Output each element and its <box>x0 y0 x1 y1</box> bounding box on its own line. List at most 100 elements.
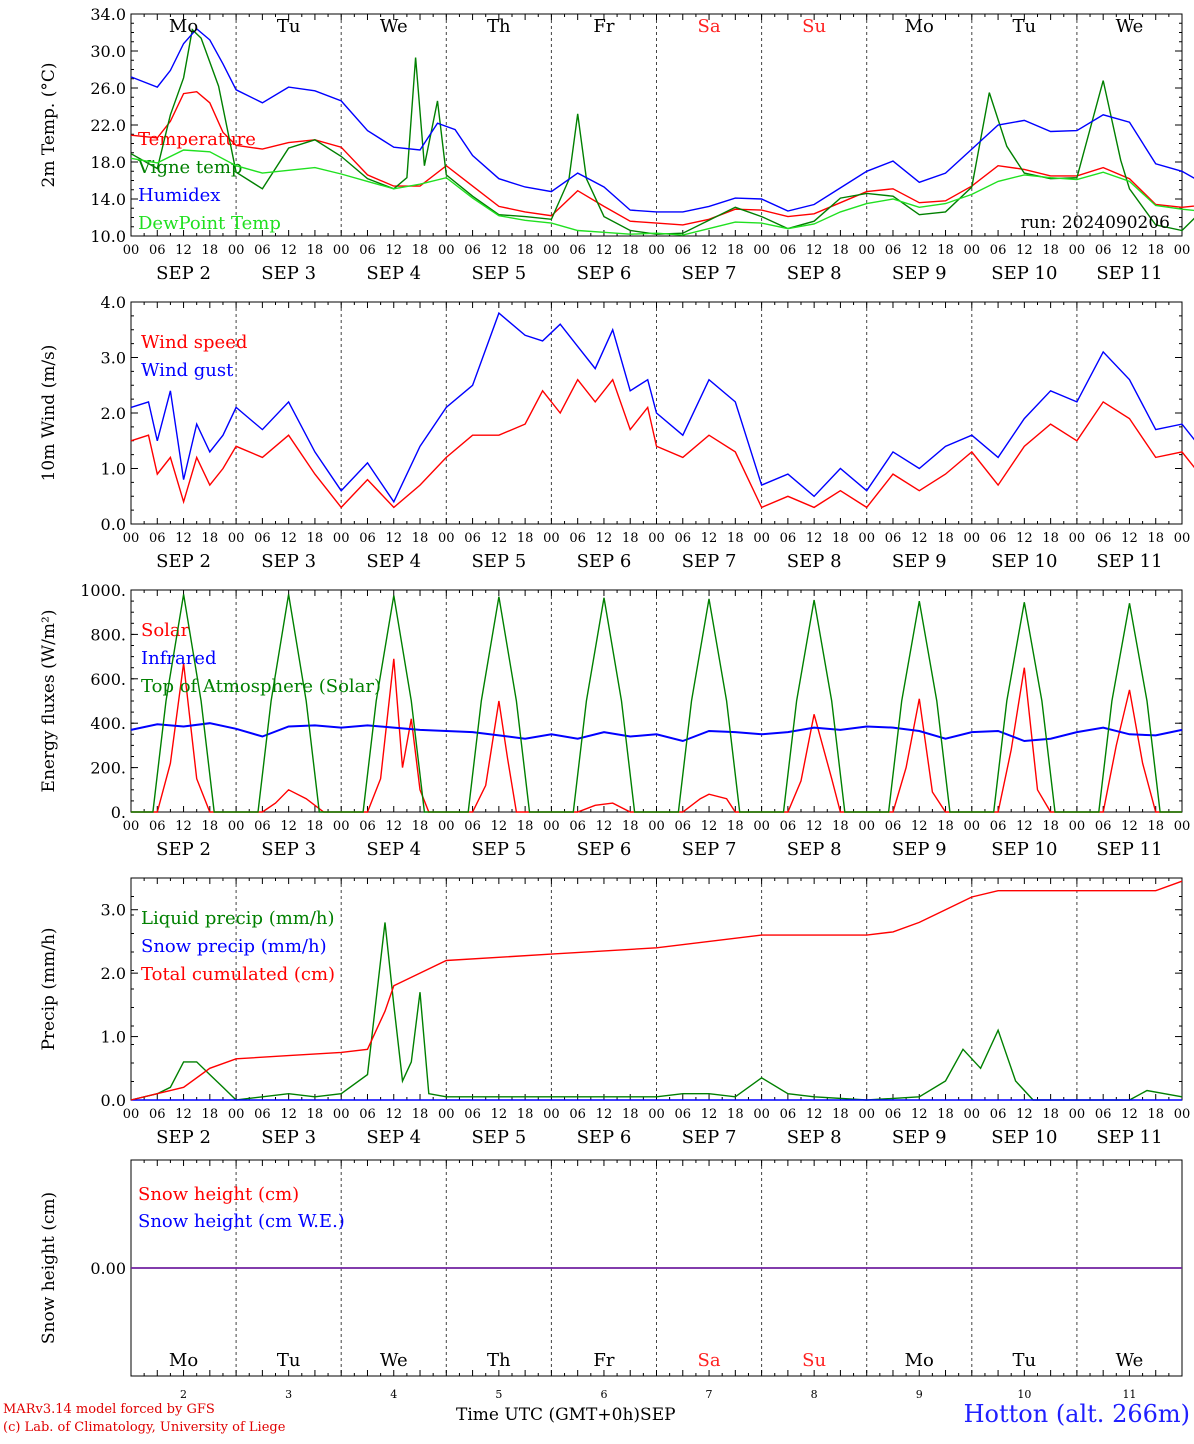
weekday-label: Mo <box>905 1350 934 1371</box>
legend-entry: Humidex <box>138 185 220 206</box>
series-line <box>130 378 1194 509</box>
hour-label: 12 <box>701 1107 718 1122</box>
y-tick-label: 200. <box>90 759 126 778</box>
weekday-label: We <box>1116 1350 1144 1371</box>
weekday-label: Sa <box>698 16 721 37</box>
hour-label: 18 <box>517 819 534 834</box>
hour-label: 00 <box>333 243 350 258</box>
hour-label: 18 <box>832 243 849 258</box>
hour-label: 18 <box>202 819 219 834</box>
hour-label: 18 <box>202 243 219 258</box>
weekday-label: Mo <box>169 1350 198 1371</box>
y-tick-label: 3.0 <box>101 901 126 920</box>
y-tick-label: 10.0 <box>90 227 126 246</box>
hour-label: 12 <box>596 1107 613 1122</box>
hour-label: 00 <box>123 243 140 258</box>
hour-label: 12 <box>806 243 823 258</box>
hour-label: 06 <box>990 243 1007 258</box>
series-line <box>130 90 1194 226</box>
hour-label: 06 <box>569 531 586 546</box>
hour-label: 12 <box>175 243 192 258</box>
hour-label: 00 <box>753 531 770 546</box>
series-line <box>130 880 1183 1101</box>
hour-label: 06 <box>464 531 481 546</box>
hour-label: 00 <box>438 243 455 258</box>
hour-label: 06 <box>1095 1107 1112 1122</box>
day-label: SEP 3 <box>261 839 316 860</box>
day-label: SEP 11 <box>1096 1127 1162 1148</box>
day-label: SEP 5 <box>471 1127 526 1148</box>
hour-label: 00 <box>1069 819 1086 834</box>
hour-label: 12 <box>911 243 928 258</box>
y-tick-label: 14.0 <box>90 190 126 209</box>
hour-label: 06 <box>990 819 1007 834</box>
hour-label: 12 <box>1016 531 1033 546</box>
hour-label: 00 <box>123 1107 140 1122</box>
day-label: SEP 4 <box>366 551 421 572</box>
hour-label: 12 <box>596 243 613 258</box>
weekday-label: We <box>1116 16 1144 37</box>
day-number-label: 11 <box>1122 1388 1136 1401</box>
day-label: SEP 9 <box>892 263 947 284</box>
hour-label: 00 <box>543 531 560 546</box>
hour-label: 00 <box>543 1107 560 1122</box>
hour-label: 18 <box>307 1107 324 1122</box>
day-label: SEP 4 <box>366 839 421 860</box>
hour-label: 18 <box>832 819 849 834</box>
weekday-label: We <box>380 1350 408 1371</box>
hour-label: 06 <box>675 1107 692 1122</box>
day-label: SEP 2 <box>156 551 211 572</box>
day-label: SEP 4 <box>366 1127 421 1148</box>
day-label: SEP 10 <box>991 1127 1057 1148</box>
hour-label: 06 <box>149 243 166 258</box>
day-label: SEP 11 <box>1096 839 1162 860</box>
day-number-label: 4 <box>390 1388 397 1401</box>
hour-label: 00 <box>648 1107 665 1122</box>
legend-entry: Temperature <box>138 129 256 150</box>
hour-label: 12 <box>701 243 718 258</box>
day-label: SEP 7 <box>682 551 737 572</box>
hour-label: 00 <box>228 819 245 834</box>
day-label: SEP 5 <box>471 551 526 572</box>
day-label: SEP 5 <box>471 263 526 284</box>
hour-label: 18 <box>1147 243 1164 258</box>
time-label: Time UTC (GMT+0h) <box>456 1405 641 1425</box>
hour-label: 00 <box>753 1107 770 1122</box>
y-tick-label: 1000. <box>80 581 126 600</box>
hour-label: 06 <box>885 1107 902 1122</box>
hour-label: 06 <box>675 243 692 258</box>
hour-label: 12 <box>596 531 613 546</box>
hour-label: 18 <box>517 243 534 258</box>
hour-label: 00 <box>438 819 455 834</box>
hour-label: 18 <box>1042 531 1059 546</box>
weekday-label: Su <box>802 16 826 37</box>
hour-label: 18 <box>1147 819 1164 834</box>
day-label: SEP 8 <box>787 839 842 860</box>
hour-label: 12 <box>1016 819 1033 834</box>
day-label: SEP 6 <box>577 551 632 572</box>
hour-label: 06 <box>569 819 586 834</box>
hour-label: 12 <box>385 1107 402 1122</box>
day-label: SEP 7 <box>682 1127 737 1148</box>
hour-label: 06 <box>359 243 376 258</box>
y-tick-label: 0.0 <box>101 515 126 534</box>
hour-label: 06 <box>359 531 376 546</box>
hour-label: 12 <box>280 531 297 546</box>
hour-label: 06 <box>675 531 692 546</box>
hour-label: 06 <box>1095 531 1112 546</box>
y-tick-label: 0.0 <box>101 1091 126 1110</box>
hour-label: 00 <box>753 243 770 258</box>
legend-entry: Vigne temp <box>137 157 242 178</box>
hour-label: 18 <box>307 243 324 258</box>
y-tick-label: 0. <box>111 803 126 822</box>
day-label: SEP 9 <box>892 551 947 572</box>
hour-label: 00 <box>858 1107 875 1122</box>
station-title: Hotton (alt. 266m) <box>963 1400 1190 1428</box>
legend-entry: Infrared <box>141 648 216 669</box>
y-axis-label: 2m Temp. (°C) <box>39 62 59 187</box>
hour-label: 00 <box>1174 1107 1191 1122</box>
day-number-label: 2 <box>180 1388 187 1401</box>
legend-entry: Top of Atmosphere (Solar) <box>141 676 381 697</box>
hour-label: 00 <box>964 531 981 546</box>
hour-label: 18 <box>937 1107 954 1122</box>
